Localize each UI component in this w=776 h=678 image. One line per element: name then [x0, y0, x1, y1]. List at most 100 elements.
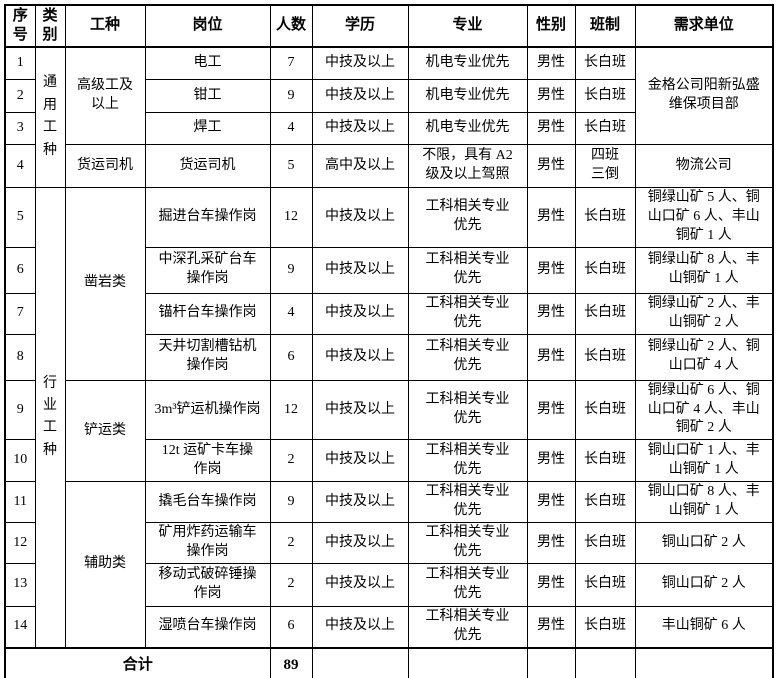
cell-position: 锚杆台车操作岗 — [144, 292, 271, 335]
column-header-education: 学历 — [311, 4, 409, 48]
cell-serial: 7 — [4, 292, 36, 335]
cell-unit: 铜绿山矿 2 人、铜 山口矿 4 人 — [634, 333, 774, 381]
cell-shift: 长白班 — [574, 333, 636, 381]
cell-unit: 铜绿山矿 6 人、铜 山口矿 4 人、丰山 铜矿 2 人 — [634, 379, 774, 441]
cell-unit: 铜山口矿 2 人 — [634, 522, 774, 564]
cell-shift: 长白班 — [574, 46, 636, 80]
cell-category: 行业工种 — [34, 186, 66, 649]
cell-gender — [526, 646, 576, 678]
cell-serial: 12 — [4, 522, 36, 564]
cell-shift: 长白班 — [574, 439, 636, 483]
cell-gender: 男性 — [526, 112, 576, 145]
cell-shift: 长白班 — [574, 292, 636, 335]
cell-gender: 男性 — [526, 562, 576, 607]
cell-education: 高中及以上 — [311, 144, 409, 188]
cell-education: 中技及以上 — [311, 439, 409, 483]
cell-shift: 长白班 — [574, 481, 636, 524]
cell-major: 工科相关专业 优先 — [407, 379, 528, 441]
cell-major: 工科相关专业 优先 — [407, 481, 528, 524]
cell-position: 12t 运矿卡车操 作岗 — [144, 439, 271, 483]
cell-trade: 凿岩类 — [64, 187, 146, 381]
cell-major: 机电专业优先 — [407, 112, 528, 145]
cell-trade: 高级工及 以上 — [64, 46, 146, 145]
column-header-unit: 需求单位 — [634, 4, 774, 48]
cell-major: 工科相关专业 优先 — [407, 292, 528, 335]
cell-unit: 丰山铜矿 6 人 — [634, 605, 774, 649]
cell-unit: 铜绿山矿 5 人、铜 山口矿 6 人、丰山 铜矿 1 人 — [634, 187, 774, 248]
cell-shift: 长白班 — [574, 522, 636, 564]
cell-gender: 男性 — [526, 46, 576, 80]
cell-serial: 8 — [4, 333, 36, 381]
cell-shift: 长白班 — [574, 79, 636, 113]
cell-shift: 长白班 — [574, 562, 636, 607]
cell-education: 中技及以上 — [311, 246, 409, 294]
cell-serial: 13 — [4, 562, 36, 607]
cell-education: 中技及以上 — [311, 481, 409, 524]
cell-unit: 铜山口矿 1 人、丰 山铜矿 1 人 — [634, 439, 774, 483]
total-label-cell: 合计 — [4, 646, 271, 678]
cell-shift: 长白班 — [574, 605, 636, 649]
cell-count: 9 — [269, 246, 313, 294]
cell-major — [407, 646, 528, 678]
table-row: 1 通用工种 高级工及 以上 电工 7 中技及以上 机电专业优先 男性 长白班 金格公司阳新弘盛 … — [4, 46, 774, 188]
cell-major: 工科相关专业 优先 — [407, 439, 528, 483]
cell-major: 工科相关专业 优先 — [407, 605, 528, 649]
cell-trade: 铲运类 — [64, 379, 146, 483]
cell-serial: 10 — [4, 439, 36, 483]
cell-education: 中技及以上 — [311, 112, 409, 145]
cell-position: 掘进台车操作岗 — [144, 187, 271, 248]
cell-education: 中技及以上 — [311, 46, 409, 80]
cell-serial: 5 — [4, 187, 36, 248]
cell-shift: 长白班 — [574, 379, 636, 441]
cell-position: 货运司机 — [144, 144, 271, 188]
cell-position: 撬毛台车操作岗 — [144, 481, 271, 524]
cell-education: 中技及以上 — [311, 605, 409, 649]
cell-count: 2 — [269, 522, 313, 564]
column-header-position: 岗位 — [144, 4, 271, 48]
cell-serial: 1 — [4, 46, 36, 80]
cell-gender: 男性 — [526, 605, 576, 649]
cell-count: 12 — [269, 379, 313, 441]
table-row: 14 湿喷台车操作岗 6 中技及以上 工科相关专业 优先 男性 长白班 丰山铜矿 6 人 — [4, 605, 774, 649]
cell-major: 机电专业优先 — [407, 79, 528, 113]
cell-shift — [574, 646, 636, 678]
column-header-category: 类别 — [34, 4, 66, 48]
cell-unit: 物流公司 — [634, 144, 774, 188]
cell-count: 6 — [269, 333, 313, 381]
cell-serial: 4 — [4, 144, 36, 188]
cell-count: 4 — [269, 112, 313, 145]
cell-unit: 铜绿山矿 8 人、丰 山铜矿 1 人 — [634, 246, 774, 294]
cell-major: 工科相关专业 优先 — [407, 562, 528, 607]
recruitment-demand-table: 序号 类别 工种 岗位 人数 学历 专业 性别 班制 需求单位 1 通用工种 高级工及 以上 电工 7 中技… — [4, 4, 774, 678]
table-row: 13 移动式破碎锤操 作岗 2 中技及以上 工科相关专业 优先 男性 长白班 铜山口矿 2 人 — [4, 562, 774, 607]
table-row: 2 钳工 9 中技及以上 机电专业优先 男性 长白班 — [4, 79, 773, 113]
cell-count: 5 — [269, 144, 313, 188]
table-body: 1 通用工种 高级工及 以上 电工 7 中技及以上 机电专业优先 男性 长白班 金格公司阳新弘盛 … — [4, 46, 774, 678]
cell-gender: 男性 — [526, 144, 576, 188]
cell-gender: 男性 — [526, 481, 576, 524]
column-header-count: 人数 — [269, 4, 313, 48]
table-row: 6 中深孔采矿台车 操作岗 9 中技及以上 工科相关专业 优先 男性 长白班 铜绿山矿 8 人… — [4, 246, 774, 294]
cell-position: 天井切割槽钻机 操作岗 — [144, 333, 271, 381]
cell-gender: 男性 — [526, 439, 576, 483]
cell-shift: 四班 三倒 — [574, 144, 636, 188]
cell-major: 工科相关专业 优先 — [407, 187, 528, 248]
cell-education: 中技及以上 — [311, 79, 409, 113]
cell-major: 工科相关专业 优先 — [407, 246, 528, 294]
cell-count: 2 — [269, 439, 313, 483]
header-row: 序号 类别 工种 岗位 人数 学历 专业 性别 班制 需求单位 — [4, 4, 774, 48]
cell-gender: 男性 — [526, 379, 576, 441]
cell-count: 12 — [269, 187, 313, 248]
cell-gender: 男性 — [526, 79, 576, 113]
cell-trade: 辅助类 — [64, 481, 146, 649]
cell-count: 2 — [269, 562, 313, 607]
column-header-serial: 序号 — [4, 4, 36, 48]
cell-serial: 6 — [4, 246, 36, 294]
cell-position: 焊工 — [144, 112, 271, 145]
cell-position: 3m³铲运机操作岗 — [144, 379, 271, 441]
cell-serial: 9 — [4, 379, 36, 441]
cell-education: 中技及以上 — [311, 562, 409, 607]
cell-shift: 长白班 — [574, 246, 636, 294]
table-row: 10 12t 运矿卡车操 作岗 2 中技及以上 工科相关专业 优先 男性 长白班 铜山口矿 1… — [4, 439, 774, 483]
